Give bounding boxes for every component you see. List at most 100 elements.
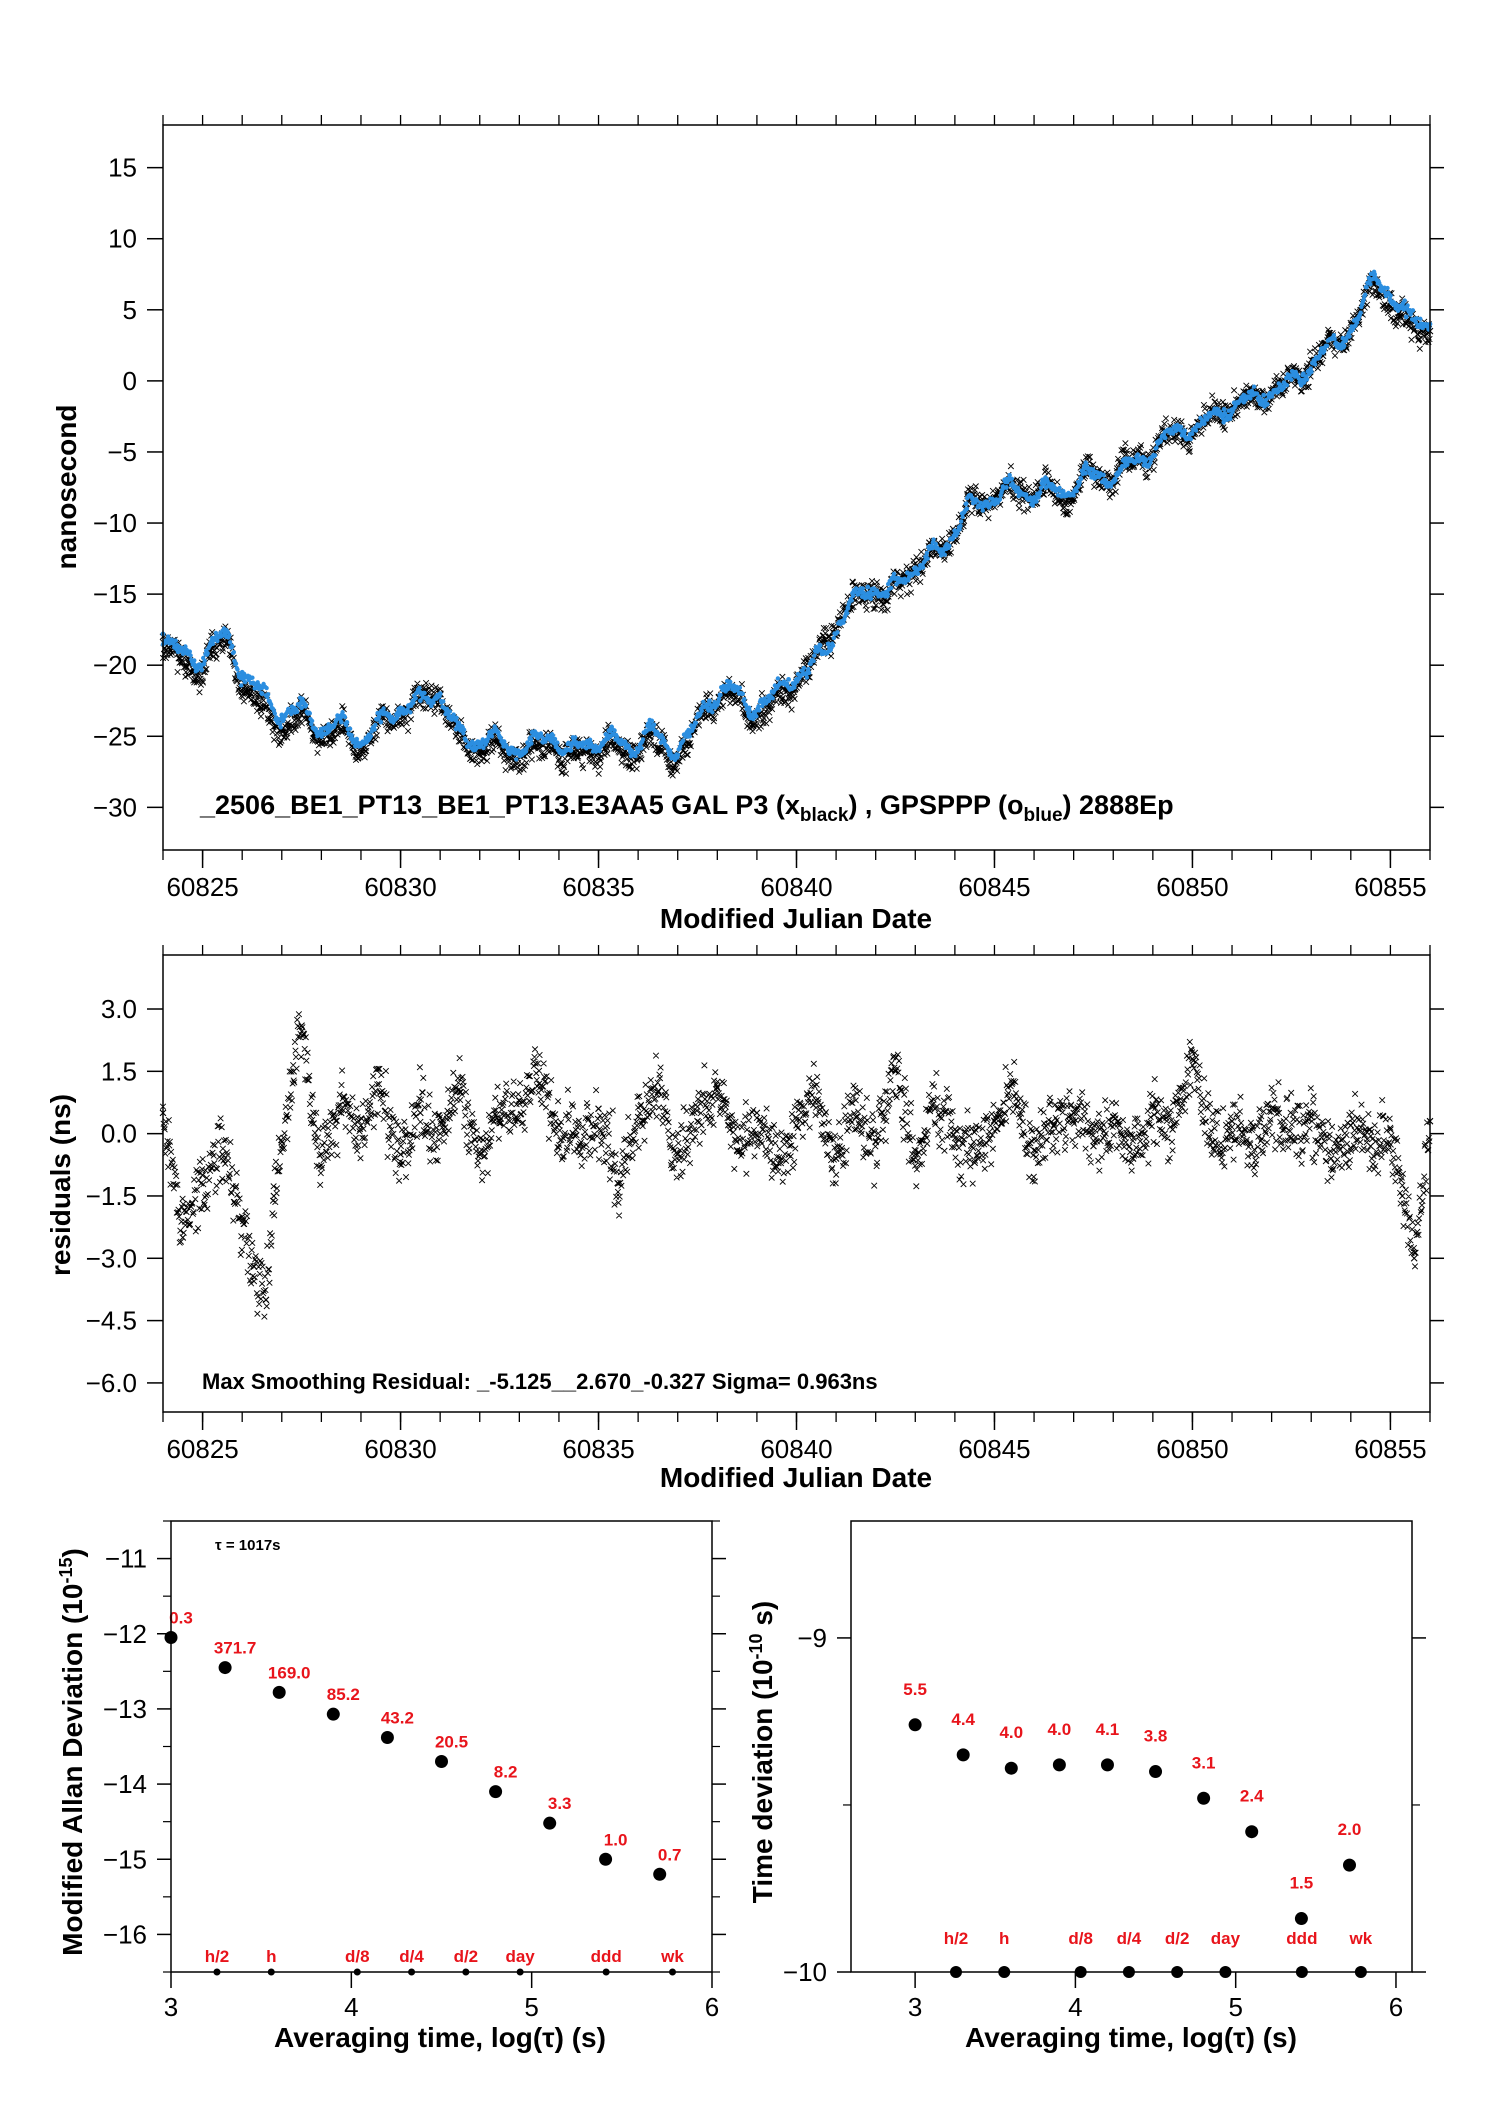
- data-point: [1261, 392, 1267, 398]
- deviation-point: [1149, 1765, 1163, 1779]
- interval-label: ddd: [591, 1947, 622, 1966]
- time-series-y-tick-labels: 15 10 5 0 −5 −10 −15 −20 −25 −30: [93, 153, 137, 823]
- deviation-point-label: 20.5: [435, 1733, 468, 1752]
- y-tick-label: −10: [93, 508, 137, 538]
- y-tick-label: −9: [797, 1623, 827, 1653]
- residuals-x-axis-title: Modified Julian Date: [660, 1462, 932, 1493]
- y-tick-label: −4.5: [86, 1306, 137, 1336]
- residuals-y-axis-title: residuals (ns): [45, 1094, 76, 1276]
- x-tick-label: 4: [344, 1992, 358, 2022]
- allan-deviation-panel: h/2 h d/8 d/4 d/2 day ddd wk 0.3 371.7 169.0 85.2 4…: [56, 1520, 726, 2053]
- data-point: [1398, 1192, 1406, 1200]
- interval-label: d/8: [1068, 1929, 1093, 1948]
- time-series-ticks: [147, 115, 1444, 868]
- x-tick-label: 60830: [364, 872, 436, 902]
- deviation-point-label: 169.0: [268, 1663, 311, 1682]
- deviation-point: [380, 1730, 394, 1744]
- x-tick-label: 3: [908, 1992, 922, 2022]
- deviation-point: [435, 1755, 448, 1769]
- deviation-point: [1342, 1858, 1356, 1872]
- x-tick-label: 6: [705, 1992, 719, 2022]
- deviation-point: [1197, 1791, 1211, 1805]
- residuals-ticks: [147, 945, 1444, 1430]
- allan-deviation-x-axis-title: Averaging time, log(τ) (s): [274, 2022, 606, 2053]
- deviation-point: [1245, 1825, 1259, 1839]
- data-point: [1403, 314, 1409, 320]
- deviation-point-label: 1.0: [604, 1830, 628, 1849]
- data-point: [1228, 1117, 1236, 1125]
- x-tick-label: 60825: [166, 1434, 238, 1464]
- deviation-point-label: 4.4: [951, 1710, 975, 1729]
- time-deviation-frame: [850, 1520, 1413, 1973]
- x-tick-label: 60845: [958, 1434, 1030, 1464]
- deviation-point: [489, 1785, 503, 1799]
- data-point: [1248, 1151, 1256, 1158]
- y-tick-label: 3.0: [101, 994, 137, 1024]
- time-deviation-x-axis-title: Averaging time, log(τ) (s): [965, 2022, 1297, 2053]
- y-tick-label: −20: [93, 650, 137, 680]
- x-tick-label: 60850: [1156, 872, 1228, 902]
- data-point: [1327, 1155, 1335, 1162]
- interval-label: d/2: [454, 1947, 479, 1966]
- y-tick-label: −11: [105, 1544, 147, 1574]
- deviation-point-label: 3.8: [1144, 1727, 1168, 1746]
- deviation-point: [272, 1685, 286, 1699]
- residuals-x-tick-labels: 60825 60830 60835 60840 60845 60850 60855: [166, 1434, 1426, 1464]
- interval-label: h/2: [205, 1947, 230, 1966]
- x-tick-label: 60855: [1354, 872, 1426, 902]
- residuals-y-tick-labels: 3.0 1.5 0.0 −1.5 −3.0 −4.5 −6.0: [86, 994, 137, 1398]
- time-series-x-axis-title: Modified Julian Date: [660, 903, 932, 934]
- deviation-point-label: 4.1: [1096, 1720, 1120, 1739]
- deviation-point: [543, 1816, 557, 1830]
- data-point: [357, 1121, 365, 1129]
- deviation-point: [326, 1707, 340, 1721]
- deviation-point: [653, 1867, 667, 1881]
- data-point: [555, 1121, 563, 1129]
- interval-label: h: [266, 1947, 276, 1966]
- deviation-point-label: 371.7: [214, 1639, 257, 1658]
- deviation-point-label: 2.4: [1240, 1787, 1264, 1806]
- x-tick-label: 60825: [166, 872, 238, 902]
- x-tick-label: 5: [524, 1992, 538, 2022]
- deviation-point-label: 1.5: [1290, 1874, 1314, 1893]
- data-point: [786, 677, 791, 682]
- y-tick-label: −3.0: [86, 1243, 137, 1273]
- deviation-point: [1100, 1758, 1114, 1772]
- interval-label: d/8: [345, 1947, 370, 1966]
- data-point: [378, 719, 384, 725]
- y-tick-label: −14: [103, 1769, 147, 1799]
- x-tick-label: 60840: [760, 1434, 832, 1464]
- data-point: [417, 698, 423, 704]
- residuals-data: [159, 1011, 1434, 1320]
- residuals-panel: 60825 60830 60835 60840 60845 60850 60855 3.0 1…: [45, 945, 1444, 1493]
- data-point: [1221, 406, 1227, 412]
- allan-deviation-frame: [170, 1520, 713, 1973]
- time-series-panel: 60825 60830 60835 60840 60845 60850 60855 15 10…: [51, 115, 1444, 934]
- deviation-point: [599, 1852, 613, 1866]
- interval-label: h/2: [944, 1929, 969, 1948]
- y-tick-label: −15: [93, 579, 137, 609]
- deviation-point: [908, 1718, 922, 1732]
- time-series-x-tick-labels: 60825 60830 60835 60840 60845 60850 60855: [166, 872, 1426, 902]
- data-point: [338, 719, 344, 725]
- interval-label: ddd: [1286, 1929, 1317, 1948]
- deviation-point: [1294, 1912, 1308, 1926]
- data-point: [179, 1234, 187, 1241]
- deviation-point: [218, 1661, 232, 1675]
- time-series-annotation: _2506_BE1_PT13_BE1_PT13.E3AA5 GAL P3 (xb…: [199, 790, 1174, 826]
- interval-label: h: [999, 1929, 1009, 1948]
- deviation-point-label: 0.3: [169, 1609, 193, 1628]
- x-tick-label: 60835: [562, 872, 634, 902]
- data-point: [416, 1109, 424, 1117]
- deviation-point-label: 85.2: [327, 1685, 360, 1704]
- deviation-point-label: 2.0: [1338, 1820, 1362, 1839]
- deviation-point: [1004, 1761, 1018, 1775]
- x-tick-label: 4: [1068, 1992, 1082, 2022]
- allan-deviation-y-axis-title: Modified Allan Deviation (10-15): [56, 1548, 88, 1956]
- allan-deviation-y-tick-labels: −11 −12 −13 −14 −15 −16: [103, 1544, 147, 1950]
- deviation-point-label: 3.1: [1192, 1753, 1216, 1772]
- interval-label: d/4: [1117, 1929, 1142, 1948]
- y-tick-label: −10: [783, 1957, 827, 1987]
- y-tick-label: 0.0: [101, 1119, 137, 1149]
